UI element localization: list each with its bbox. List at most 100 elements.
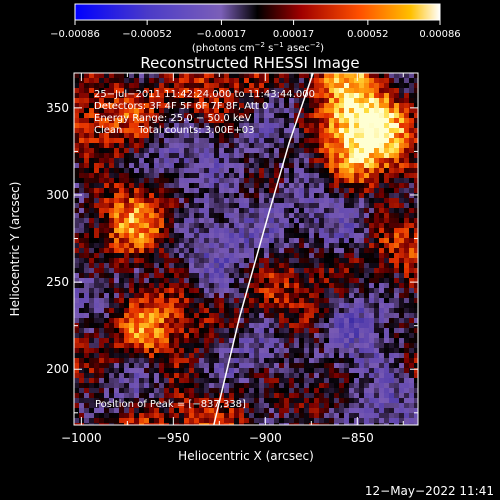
heatmap-cell [124,248,129,253]
heatmap-cell [299,418,304,423]
heatmap-cell [294,218,299,223]
heatmap-cell [399,148,404,153]
heatmap-cell [289,343,294,348]
heatmap-cell [324,363,329,368]
heatmap-cell [334,118,339,123]
heatmap-cell [374,103,379,108]
heatmap-cell [264,323,269,328]
heatmap-cell [229,288,234,293]
heatmap-cell [104,378,109,383]
heatmap-cell [264,263,269,268]
heatmap-cell [214,388,219,393]
heatmap-cell [229,188,234,193]
heatmap-cell [279,328,284,333]
heatmap-cell [409,223,414,228]
heatmap-cell [224,353,229,358]
heatmap-cell [159,98,164,103]
heatmap-cell [319,368,324,373]
heatmap-cell [404,273,409,278]
heatmap-cell [359,133,364,138]
heatmap-cell [359,143,364,148]
heatmap-cell [344,243,349,248]
heatmap-cell [314,378,319,383]
heatmap-cell [109,88,114,93]
y-tick-label: 300 [46,188,69,202]
heatmap-cell [324,138,329,143]
heatmap-cell [184,223,189,228]
heatmap-cell [229,178,234,183]
heatmap-cell [164,183,169,188]
heatmap-cell [299,333,304,338]
heatmap-cell [184,258,189,263]
heatmap-cell [134,338,139,343]
heatmap-cell [114,383,119,388]
colorbar-ticks: −0.00086 −0.00052 −0.00017 0.00017 0.00052 0.… [50,20,461,40]
heatmap-cell [214,323,219,328]
heatmap-cell [244,423,249,425]
heatmap-cell [414,238,418,243]
heatmap-cell [249,328,254,333]
heatmap-cell [304,328,309,333]
heatmap-cell [114,343,119,348]
y-tick-label: 350 [46,101,69,115]
heatmap-cell [119,268,124,273]
heatmap-cell [409,198,414,203]
heatmap-cell [149,173,154,178]
heatmap-cell [104,398,109,403]
heatmap-cell [344,113,349,118]
heatmap-cell [189,233,194,238]
heatmap-cell [349,163,354,168]
plot-frame [73,72,419,426]
heatmap-cell [399,163,404,168]
heatmap-cell [84,253,89,258]
heatmap-cell [159,373,164,378]
heatmap-cell [249,118,254,123]
heatmap-cell [89,148,94,153]
heatmap-cell [94,303,99,308]
heatmap-cell [389,128,394,133]
heatmap-cell [279,338,284,343]
heatmap-cell [384,393,389,398]
heatmap-cell [359,353,364,358]
heatmap-cell [294,238,299,243]
heatmap-cell [379,233,384,238]
heatmap-cell [119,368,124,373]
heatmap-cell [289,273,294,278]
heatmap-cell [399,423,404,425]
heatmap-cell [249,113,254,118]
heatmap-cell [399,333,404,338]
heatmap-cell [179,398,184,403]
heatmap-cell [204,258,209,263]
heatmap-cell [284,123,289,128]
heatmap-cell [299,183,304,188]
heatmap-cell [274,268,279,273]
heatmap-cell [209,243,214,248]
heatmap-cell [129,168,134,173]
heatmap-cell [409,393,414,398]
heatmap-cell [314,348,319,353]
heatmap-cell [84,113,89,118]
heatmap-cell [409,183,414,188]
heatmap-cell [214,243,219,248]
heatmap-cell [244,93,249,98]
heatmap-cell [299,128,304,133]
heatmap-cell [174,343,179,348]
heatmap-cell [284,303,289,308]
heatmap-cell [214,138,219,143]
heatmap-cell [264,88,269,93]
heatmap-cell [164,248,169,253]
heatmap-cell [149,218,154,223]
heatmap-cell [259,348,264,353]
heatmap-cell [274,128,279,133]
heatmap-cell [354,318,359,323]
heatmap-cell [234,293,239,298]
heatmap-cell [314,293,319,298]
heatmap-cell [349,298,354,303]
heatmap-cell [314,238,319,243]
heatmap-cell [369,348,374,353]
heatmap-cell [359,268,364,273]
heatmap-cell [134,103,139,108]
heatmap-cell [364,393,369,398]
heatmap-cell [319,418,324,423]
heatmap-cell [114,198,119,203]
